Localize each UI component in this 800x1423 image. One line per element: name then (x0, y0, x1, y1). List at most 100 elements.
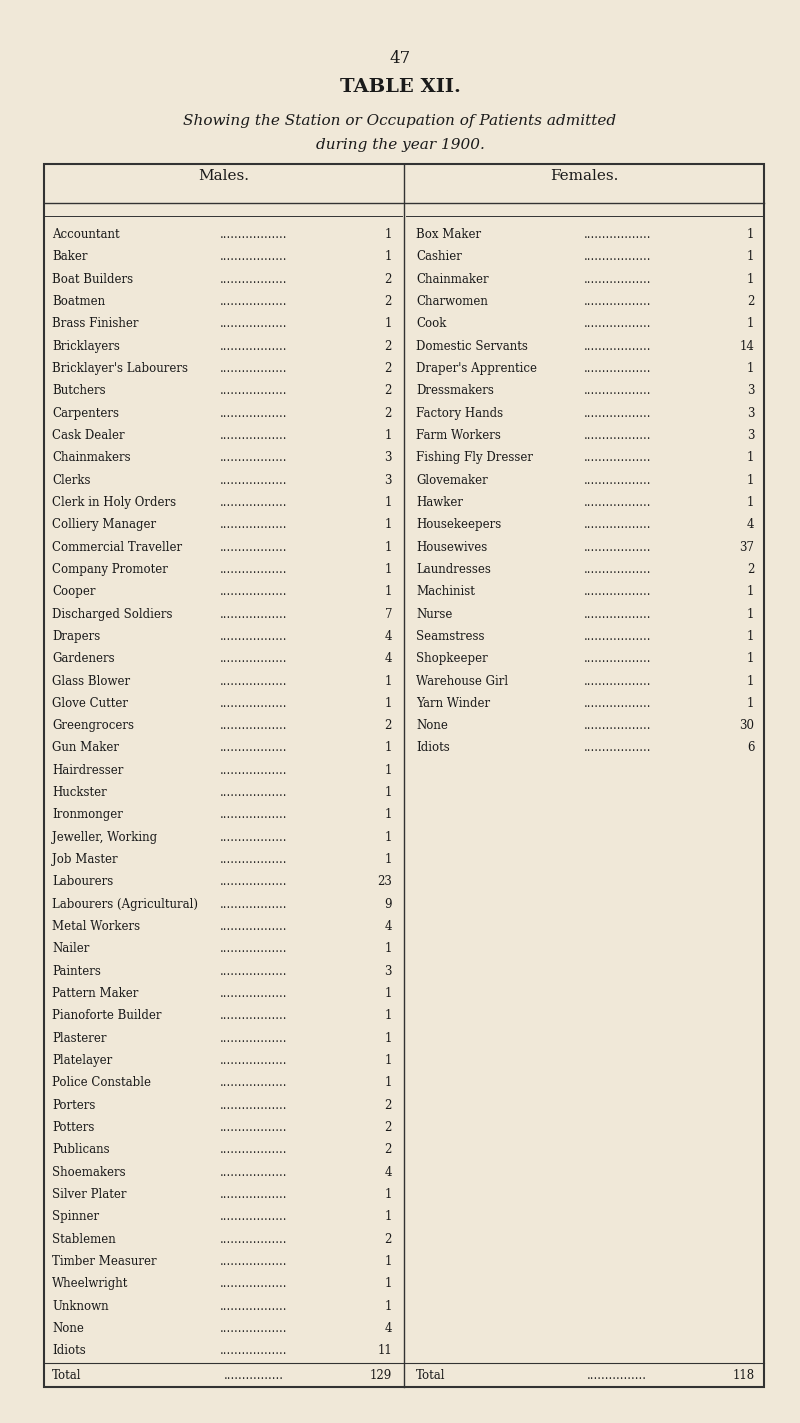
Text: ..................: .................. (583, 719, 651, 733)
Text: 1: 1 (385, 497, 392, 509)
Text: 1: 1 (385, 1210, 392, 1224)
Text: 47: 47 (390, 50, 410, 67)
Text: ..................: .................. (583, 273, 651, 286)
Text: 129: 129 (370, 1369, 392, 1382)
Text: 37: 37 (739, 541, 754, 554)
Text: Greengrocers: Greengrocers (52, 719, 134, 733)
Text: ..................: .................. (220, 474, 288, 487)
Text: Idiots: Idiots (52, 1345, 86, 1358)
Text: 1: 1 (747, 630, 754, 643)
Text: Publicans: Publicans (52, 1143, 110, 1157)
Text: Glove Cutter: Glove Cutter (52, 697, 128, 710)
Text: ..................: .................. (220, 451, 288, 464)
Text: ..................: .................. (220, 295, 288, 307)
Text: 2: 2 (385, 384, 392, 397)
Text: Yarn Winder: Yarn Winder (416, 697, 490, 710)
Text: Housekeepers: Housekeepers (416, 518, 502, 531)
Text: 1: 1 (385, 808, 392, 821)
Text: 2: 2 (385, 361, 392, 376)
Text: Dressmakers: Dressmakers (416, 384, 494, 397)
Text: ..................: .................. (220, 1009, 288, 1022)
Text: 2: 2 (385, 1143, 392, 1157)
Text: 1: 1 (747, 317, 754, 330)
Text: 1: 1 (385, 988, 392, 1000)
Text: 1: 1 (385, 852, 392, 867)
Text: ..................: .................. (220, 407, 288, 420)
Text: Bricklayers: Bricklayers (52, 340, 120, 353)
Text: 1: 1 (747, 451, 754, 464)
Text: Timber Measurer: Timber Measurer (52, 1255, 157, 1268)
Text: Glass Blower: Glass Blower (52, 675, 130, 687)
Text: 1: 1 (747, 608, 754, 620)
Text: ..................: .................. (583, 741, 651, 754)
Text: Unknown: Unknown (52, 1299, 109, 1312)
Text: ..................: .................. (583, 585, 651, 598)
Text: ..................: .................. (583, 407, 651, 420)
Text: 1: 1 (747, 652, 754, 665)
Text: ..................: .................. (220, 1054, 288, 1067)
Text: ..................: .................. (583, 317, 651, 330)
Text: ..................: .................. (583, 228, 651, 240)
Text: 1: 1 (747, 675, 754, 687)
Text: ..................: .................. (220, 630, 288, 643)
Text: ..................: .................. (220, 741, 288, 754)
Text: Draper's Apprentice: Draper's Apprentice (416, 361, 537, 376)
Text: ..................: .................. (220, 965, 288, 978)
Text: Cook: Cook (416, 317, 446, 330)
Text: Ironmonger: Ironmonger (52, 808, 123, 821)
Text: ..................: .................. (220, 564, 288, 576)
Text: 30: 30 (739, 719, 754, 733)
Text: 3: 3 (385, 451, 392, 464)
Text: TABLE XII.: TABLE XII. (339, 78, 461, 97)
Text: during the year 1900.: during the year 1900. (315, 138, 485, 152)
Text: ..................: .................. (220, 852, 288, 867)
Text: ..................: .................. (583, 541, 651, 554)
Text: 3: 3 (747, 407, 754, 420)
Text: 3: 3 (747, 384, 754, 397)
Text: ..................: .................. (220, 1121, 288, 1134)
Text: 4: 4 (385, 921, 392, 933)
Text: 1: 1 (747, 585, 754, 598)
Text: Shoemakers: Shoemakers (52, 1165, 126, 1178)
Text: Company Promoter: Company Promoter (52, 564, 168, 576)
Text: Hawker: Hawker (416, 497, 463, 509)
Text: 23: 23 (377, 875, 392, 888)
Text: Idiots: Idiots (416, 741, 450, 754)
Text: 1: 1 (385, 785, 392, 800)
Text: ..................: .................. (220, 1299, 288, 1312)
Text: ..................: .................. (583, 295, 651, 307)
Text: ..................: .................. (583, 474, 651, 487)
Text: ..................: .................. (583, 652, 651, 665)
Text: ..................: .................. (583, 384, 651, 397)
Text: Gun Maker: Gun Maker (52, 741, 119, 754)
Text: ................: ................ (224, 1369, 284, 1382)
Text: Males.: Males. (198, 169, 250, 184)
Text: ..................: .................. (220, 898, 288, 911)
Text: 1: 1 (385, 764, 392, 777)
Text: ..................: .................. (220, 942, 288, 955)
Text: ..................: .................. (220, 831, 288, 844)
Text: ..................: .................. (583, 697, 651, 710)
Text: Drapers: Drapers (52, 630, 100, 643)
Text: 1: 1 (385, 1009, 392, 1022)
Text: None: None (52, 1322, 84, 1335)
Text: Warehouse Girl: Warehouse Girl (416, 675, 508, 687)
Text: Machinist: Machinist (416, 585, 475, 598)
Text: 1: 1 (385, 741, 392, 754)
Text: Commercial Traveller: Commercial Traveller (52, 541, 182, 554)
Text: Painters: Painters (52, 965, 101, 978)
Text: Farm Workers: Farm Workers (416, 428, 501, 443)
Text: 1: 1 (385, 1054, 392, 1067)
Text: 2: 2 (385, 1099, 392, 1111)
Text: ..................: .................. (220, 497, 288, 509)
Text: Butchers: Butchers (52, 384, 106, 397)
Text: Fishing Fly Dresser: Fishing Fly Dresser (416, 451, 533, 464)
Text: ..................: .................. (220, 1255, 288, 1268)
Text: 1: 1 (385, 675, 392, 687)
Text: Charwomen: Charwomen (416, 295, 488, 307)
Text: 11: 11 (378, 1345, 392, 1358)
Text: 1: 1 (385, 1076, 392, 1089)
Text: ..................: .................. (220, 518, 288, 531)
Text: Gardeners: Gardeners (52, 652, 114, 665)
Text: ..................: .................. (220, 1232, 288, 1245)
